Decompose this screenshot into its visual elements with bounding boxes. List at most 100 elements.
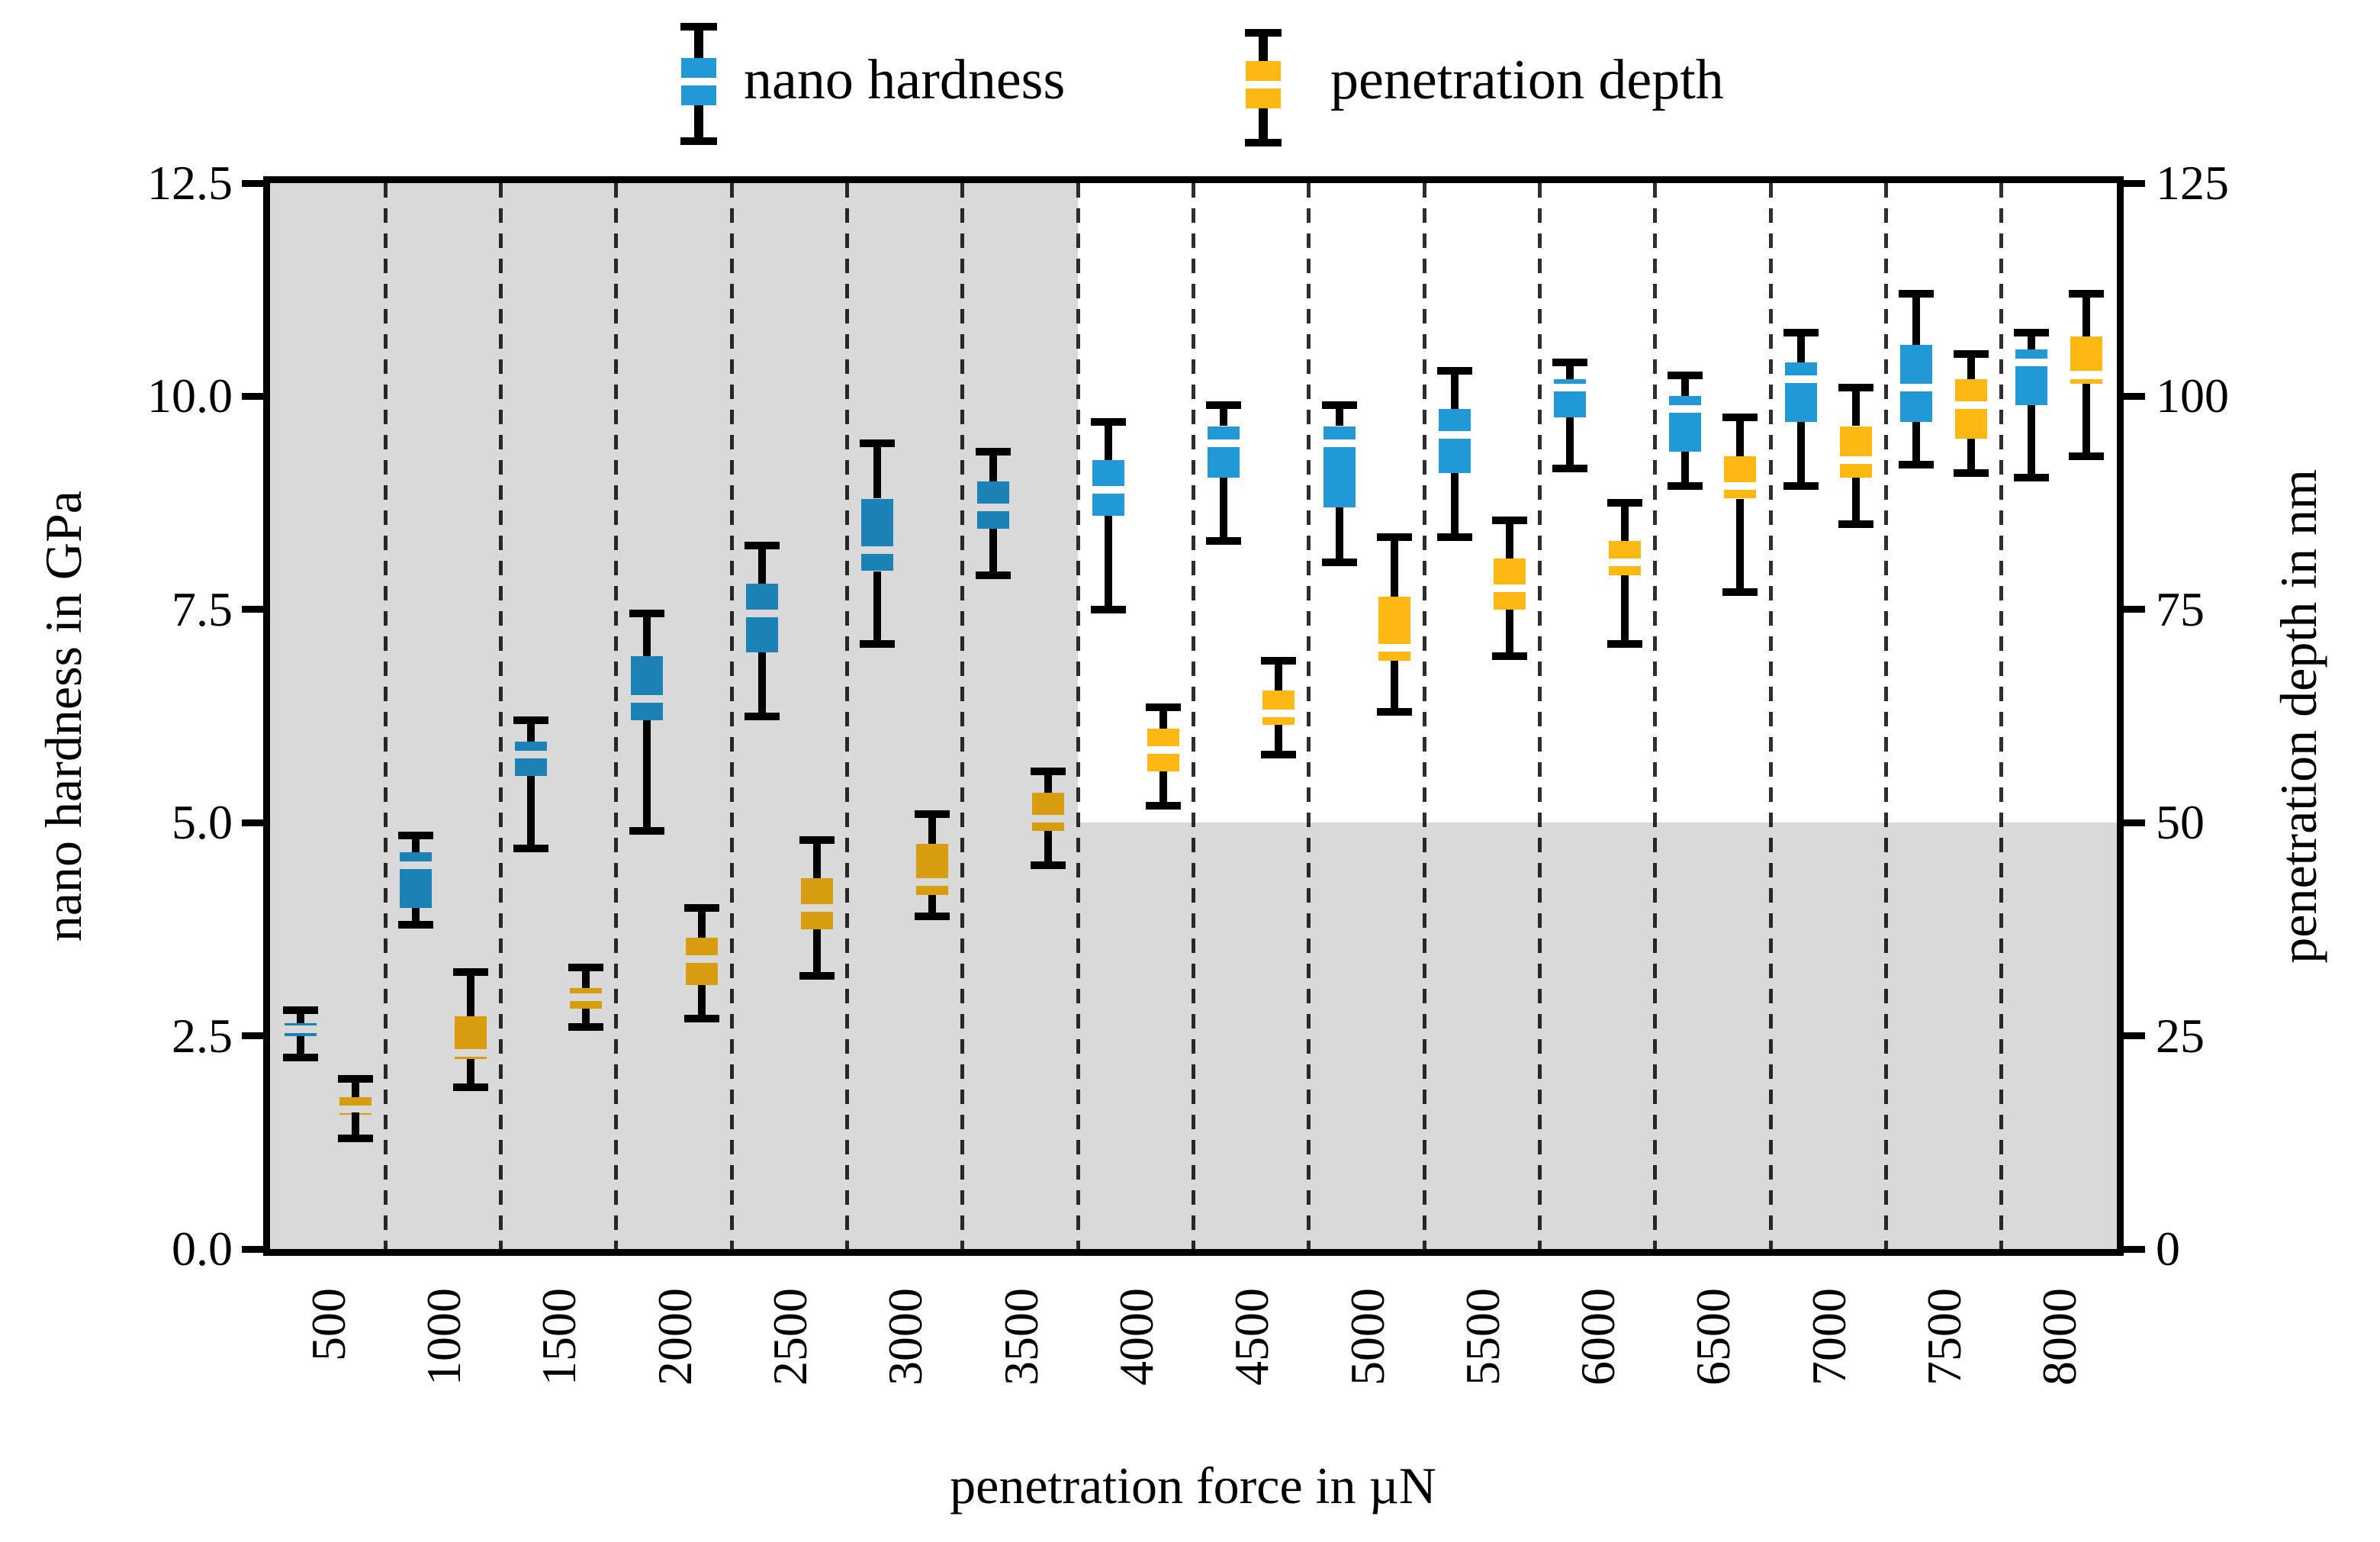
box-upper — [2070, 336, 2103, 372]
whisker-stem — [928, 895, 937, 917]
whisker-cap — [1899, 290, 1934, 298]
whisker-stem — [1044, 831, 1052, 866]
box-lower — [1784, 383, 1817, 422]
x-tick-label: 7000 — [1801, 1288, 1856, 1386]
box-upper — [284, 1022, 317, 1025]
box-upper — [1900, 345, 1932, 385]
box-upper — [630, 656, 663, 696]
whisker-stem — [873, 443, 882, 499]
y-tick-label-left: 12.5 — [147, 156, 233, 210]
gridline — [1192, 183, 1195, 1249]
y-axis-title-left-wrap: nano hardness in GPa — [21, 176, 105, 1256]
x-tick-label: 6000 — [1571, 1288, 1626, 1386]
whisker-cap — [1783, 481, 1819, 490]
whisker-stem — [1044, 771, 1052, 793]
legend-boxplot-icon-blue — [680, 0, 717, 145]
y-tick-label-right: 125 — [2156, 156, 2229, 210]
whisker-stem — [1621, 503, 1629, 542]
whisker-cap — [1491, 652, 1527, 661]
whisker-cap — [1145, 801, 1181, 810]
whisker-cap — [799, 835, 835, 844]
whisker-cap — [1376, 707, 1412, 716]
whisker-cap — [2014, 473, 2050, 481]
x-tick-label: 2500 — [762, 1288, 817, 1386]
box-upper — [1262, 691, 1295, 710]
box-upper — [400, 852, 432, 862]
y-axis-tick-left — [242, 819, 263, 826]
whisker-stem — [812, 929, 821, 977]
whisker-stem — [1681, 452, 1690, 486]
whisker-cap — [915, 810, 950, 818]
whisker-stem — [412, 835, 420, 853]
shaded-region-bottom-right — [1078, 823, 2117, 1249]
whisker-cap — [453, 1083, 488, 1091]
whisker-cap — [683, 904, 719, 912]
y-tick-label-right: 50 — [2156, 795, 2205, 850]
whisker-cap — [1261, 750, 1297, 758]
y-tick-label-left: 5.0 — [172, 795, 233, 850]
box-upper — [976, 481, 1009, 504]
whisker-cap — [1206, 401, 1242, 409]
whisker-stem — [873, 571, 882, 644]
whisker-stem — [1505, 520, 1513, 559]
whisker-stem — [1912, 294, 1920, 346]
y-tick-label-left: 0.0 — [172, 1222, 233, 1276]
whisker-cap — [1838, 384, 1873, 392]
x-tick-label: 5500 — [1455, 1288, 1510, 1386]
x-tick-label: 4000 — [1108, 1288, 1163, 1386]
box-lower — [1438, 438, 1471, 473]
whisker-stem — [1796, 421, 1805, 486]
whisker-cap — [398, 832, 433, 839]
whisker-stem — [1390, 660, 1398, 712]
box-lower — [2070, 378, 2103, 384]
box-upper — [1438, 409, 1471, 431]
whisker-cap — [1030, 768, 1066, 776]
gridline — [1999, 183, 2004, 1249]
whisker-stem — [1736, 417, 1745, 456]
plot-area — [263, 176, 2124, 1256]
whisker-stem — [412, 908, 420, 926]
gridline — [1653, 183, 1658, 1249]
whisker-stem — [1566, 362, 1574, 380]
whisker-cap — [282, 1053, 318, 1061]
box-lower — [1323, 446, 1356, 507]
y-axis-tick-left — [242, 1245, 263, 1253]
whisker-stem — [697, 984, 706, 1019]
y-axis-tick-right — [2124, 392, 2145, 400]
whisker-cap — [2069, 290, 2105, 298]
y-tick-label-right: 25 — [2156, 1008, 2205, 1063]
box-lower — [800, 912, 833, 929]
gridline — [960, 183, 965, 1249]
whisker-cap — [282, 1006, 318, 1015]
box-upper — [685, 938, 718, 955]
y-tick-label-right: 0 — [2156, 1222, 2180, 1276]
whisker-cap — [1321, 401, 1357, 409]
box-lower — [1208, 446, 1240, 478]
whisker-stem — [527, 775, 536, 848]
whisker-stem — [812, 839, 821, 878]
y-axis-title-right-wrap: penetration depth in nm — [2256, 176, 2340, 1256]
legend-item-nano-hardness: nano hardness — [680, 0, 1065, 145]
box-upper — [570, 988, 603, 994]
whisker-stem — [757, 546, 766, 584]
whisker-cap — [1090, 605, 1126, 613]
whisker-cap — [1722, 414, 1758, 422]
whisker-stem — [467, 971, 474, 1016]
whisker-cap — [975, 448, 1011, 456]
gridline — [1307, 183, 1311, 1249]
whisker-cap — [1668, 481, 1703, 490]
y-tick-label-left: 2.5 — [172, 1008, 233, 1063]
x-tick-label: 1500 — [532, 1288, 587, 1386]
box-lower — [1669, 413, 1702, 452]
whisker-cap — [1090, 417, 1126, 426]
whisker-stem — [351, 1078, 359, 1098]
box-lower — [1609, 566, 1642, 576]
box-lower — [455, 1057, 487, 1059]
whisker-stem — [1450, 370, 1459, 410]
whisker-cap — [1668, 371, 1703, 379]
box-upper — [800, 877, 833, 904]
gridline — [1883, 183, 1888, 1249]
y-axis-tick-right — [2124, 1245, 2145, 1253]
whisker-stem — [1159, 707, 1167, 729]
whisker-cap — [629, 827, 664, 835]
